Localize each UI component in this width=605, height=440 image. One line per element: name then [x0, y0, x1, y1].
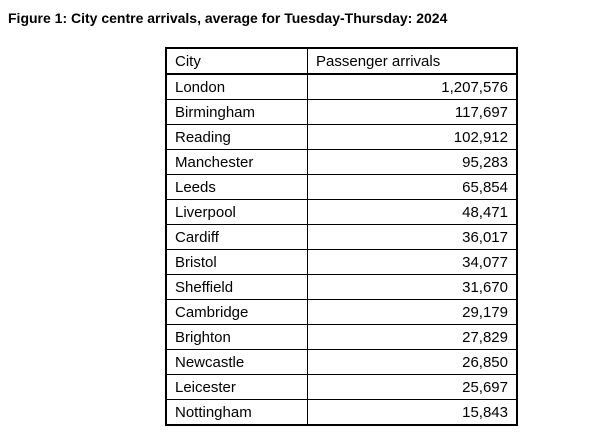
table-row: Sheffield 31,670 [165, 274, 518, 300]
table-row: Cardiff 36,017 [165, 224, 518, 250]
table-row: Newcastle 26,850 [165, 349, 518, 375]
arrivals-cell: 95,283 [307, 149, 518, 175]
arrivals-cell: 25,697 [307, 374, 518, 400]
arrivals-cell: 34,077 [307, 249, 518, 275]
arrivals-cell: 31,670 [307, 274, 518, 300]
arrivals-cell: 1,207,576 [307, 73, 518, 100]
city-cell: Liverpool [165, 199, 308, 225]
arrivals-cell: 65,854 [307, 174, 518, 200]
table-row: Birmingham 117,697 [165, 99, 518, 125]
city-cell: Cardiff [165, 224, 308, 250]
header-row: City Passenger arrivals [165, 47, 518, 75]
table-row: Nottingham 15,843 [165, 399, 518, 426]
city-cell: Birmingham [165, 99, 308, 125]
table-row: Manchester 95,283 [165, 149, 518, 175]
city-cell: Sheffield [165, 274, 308, 300]
arrivals-cell: 48,471 [307, 199, 518, 225]
city-cell: Bristol [165, 249, 308, 275]
table-row: Leeds 65,854 [165, 174, 518, 200]
arrivals-cell: 29,179 [307, 299, 518, 325]
table-row: London 1,207,576 [165, 73, 518, 100]
table-row: Leicester 25,697 [165, 374, 518, 400]
table-row: Bristol 34,077 [165, 249, 518, 275]
city-cell: Leicester [165, 374, 308, 400]
table-row: Reading 102,912 [165, 124, 518, 150]
arrivals-table: City Passenger arrivals London 1,207,576 B… [165, 47, 518, 426]
table-row: Cambridge 29,179 [165, 299, 518, 325]
arrivals-cell: 36,017 [307, 224, 518, 250]
arrivals-cell: 117,697 [307, 99, 518, 125]
table-body: London 1,207,576 Birmingham 117,697 Reading 1… [165, 73, 518, 426]
arrivals-cell: 15,843 [307, 399, 518, 426]
city-cell: Manchester [165, 149, 308, 175]
city-cell: Leeds [165, 174, 308, 200]
city-cell: Reading [165, 124, 308, 150]
city-cell: Nottingham [165, 399, 308, 426]
arrivals-cell: 26,850 [307, 349, 518, 375]
table-row: Liverpool 48,471 [165, 199, 518, 225]
column-header-arrivals: Passenger arrivals [307, 47, 518, 75]
city-cell: Cambridge [165, 299, 308, 325]
arrivals-cell: 27,829 [307, 324, 518, 350]
city-cell: London [165, 73, 308, 100]
column-header-city: City [165, 47, 308, 75]
city-cell: Newcastle [165, 349, 308, 375]
figure-caption: Figure 1: City centre arrivals, average … [8, 10, 448, 26]
arrivals-cell: 102,912 [307, 124, 518, 150]
city-cell: Brighton [165, 324, 308, 350]
table-row: Brighton 27,829 [165, 324, 518, 350]
